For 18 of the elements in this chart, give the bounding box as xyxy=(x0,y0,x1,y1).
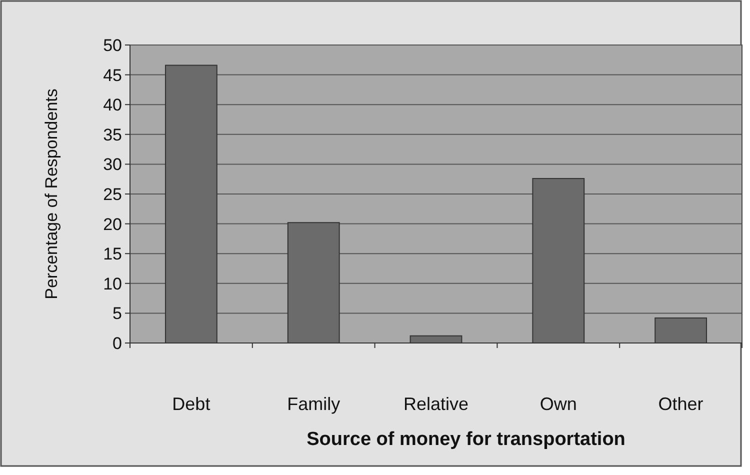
x-tick-label: Debt xyxy=(172,394,210,414)
y-tick-label: 25 xyxy=(103,184,122,204)
y-tick-label: 30 xyxy=(103,155,122,174)
y-tick-label: 5 xyxy=(112,304,122,324)
y-tick-label: 45 xyxy=(103,66,122,85)
y-axis-title: Percentage of Respondents xyxy=(42,88,61,300)
y-tick-label: 20 xyxy=(103,214,122,234)
x-axis-title: Source of money for transportation xyxy=(306,429,626,450)
y-tick-label: 40 xyxy=(103,96,122,115)
y-tick-label: 35 xyxy=(103,125,122,144)
x-tick-label: Family xyxy=(287,394,340,414)
x-tick-label: Relative xyxy=(403,394,469,414)
y-tick-label: 15 xyxy=(103,244,122,264)
y-tick-label: 50 xyxy=(103,36,122,55)
y-tick-label: 0 xyxy=(112,334,122,353)
y-tick-label: 10 xyxy=(103,274,122,294)
x-tick-label: Other xyxy=(658,394,704,414)
x-tick-label: Own xyxy=(540,394,577,414)
